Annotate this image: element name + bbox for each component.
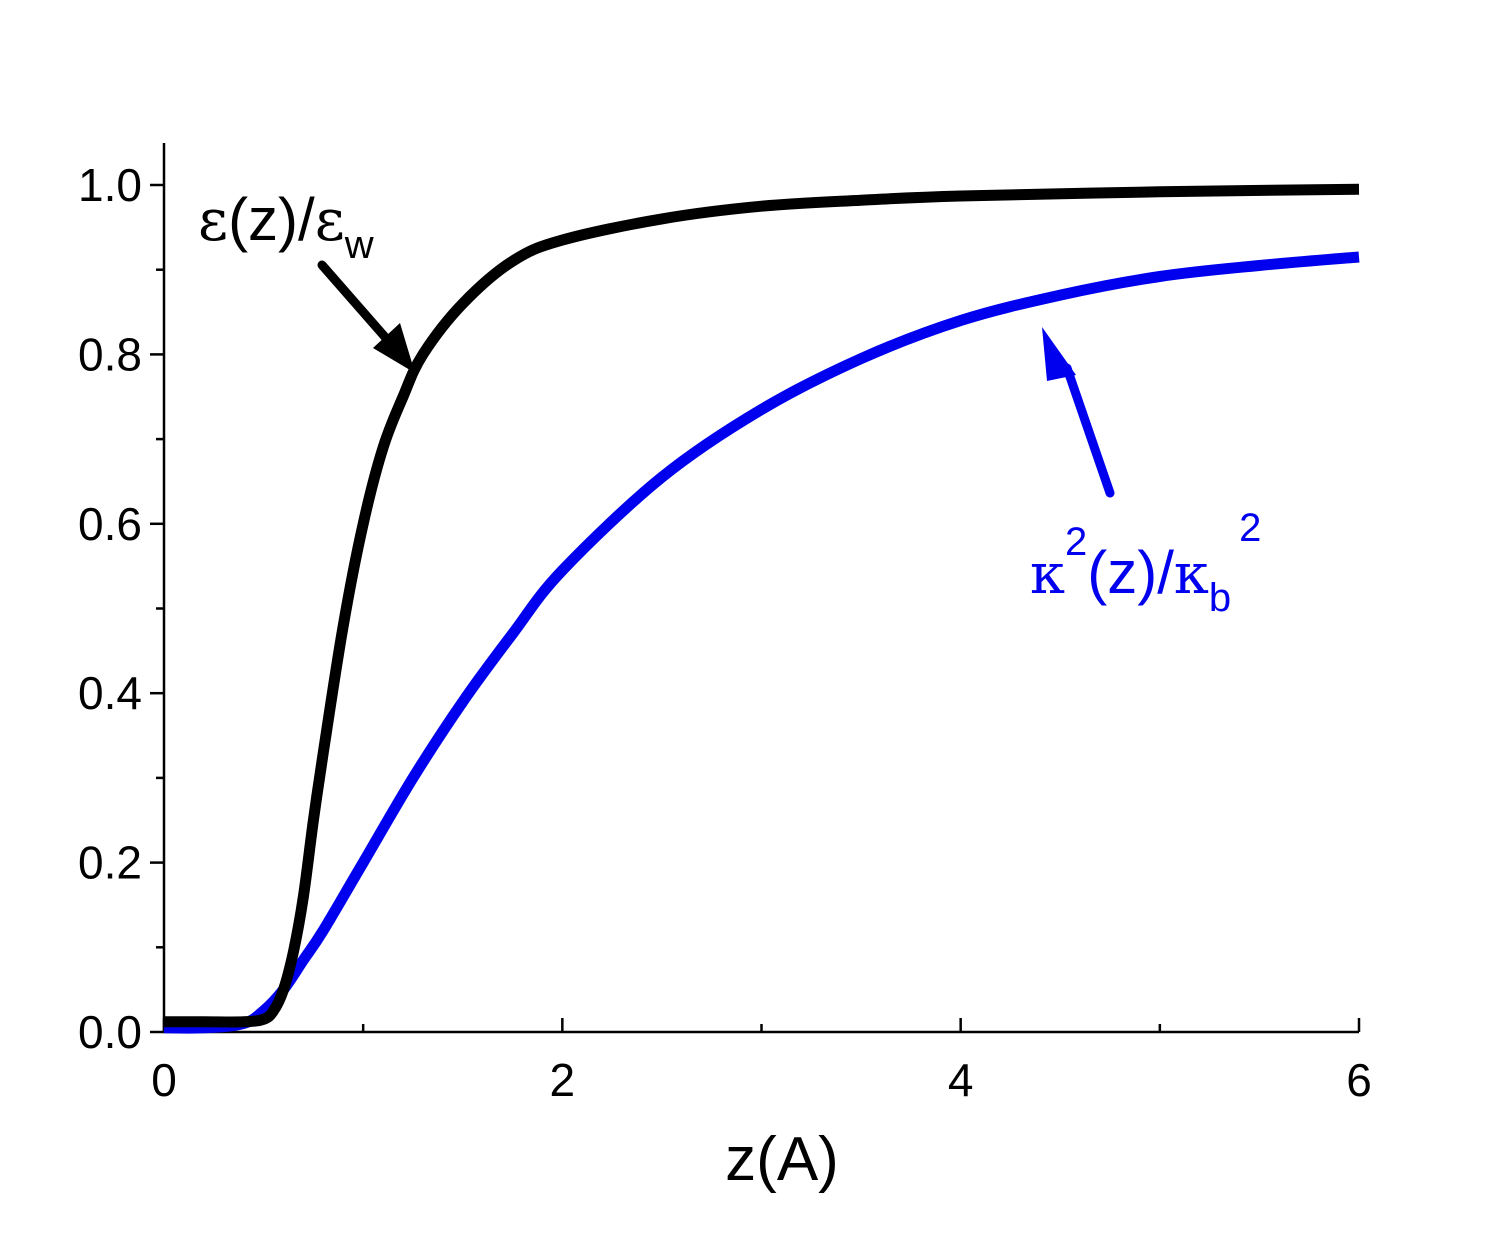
series-line-0 — [164, 183, 1360, 1028]
svg-text:κ2(z)/κb2: κ2(z)/κb2 — [1030, 506, 1261, 620]
y-tick-label: 0.8 — [78, 328, 142, 380]
kappa-superscript-2: 2 — [1239, 506, 1261, 550]
svg-text:ε(z)/εw: ε(z)/εw — [198, 186, 374, 267]
x-tick-label: 4 — [948, 1054, 974, 1106]
kappa-annotation: κ2(z)/κb2 — [1030, 327, 1261, 620]
x-tick-label: 6 — [1346, 1054, 1372, 1106]
kappa-arrow-head — [1042, 327, 1076, 381]
x-tick-label: 0 — [151, 1054, 177, 1106]
kappa-symbol-2: κ — [1174, 542, 1209, 607]
y-tick-label: 0.4 — [78, 667, 142, 719]
kappa-mid-text: (z)/ — [1087, 539, 1174, 606]
y-tick-label: 1.0 — [78, 159, 142, 211]
kappa-arrow-shaft — [1062, 363, 1115, 498]
epsilon-arrow-shaft — [317, 260, 397, 350]
epsilon-symbol: ε — [198, 186, 228, 254]
epsilon-mid-text: (z)/ — [228, 186, 315, 253]
x-axis-title: z(A) — [725, 1125, 839, 1194]
y-tick-label: 0.6 — [78, 498, 142, 550]
y-tick-label: 0.0 — [78, 1006, 142, 1058]
x-tick-label: 2 — [550, 1054, 576, 1106]
y-tick-label: 0.2 — [78, 837, 142, 889]
epsilon-arrow-head — [373, 323, 415, 373]
epsilon-subscript: w — [344, 223, 374, 267]
kappa-symbol: κ — [1030, 542, 1065, 607]
epsilon-annotation: ε(z)/εw — [198, 186, 415, 373]
axes: 0.0 0.2 0.4 0.6 0.8 1.0 0 2 4 6 — [78, 143, 1372, 1106]
series-layer — [163, 183, 1360, 1034]
epsilon-symbol-2: ε — [315, 186, 345, 254]
kappa-subscript: b — [1209, 576, 1231, 620]
kappa-superscript-1: 2 — [1065, 520, 1087, 564]
